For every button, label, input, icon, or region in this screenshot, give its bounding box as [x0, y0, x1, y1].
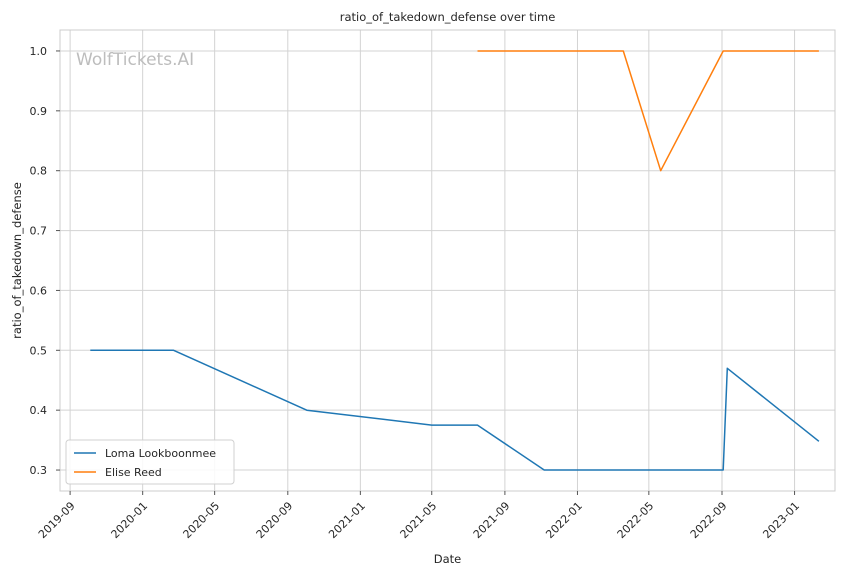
x-tick-label: 2020-01 — [109, 499, 151, 541]
x-tick-label: 2022-01 — [543, 499, 585, 541]
chart-title: ratio_of_takedown_defense over time — [340, 10, 556, 24]
y-axis-ticks: 0.3 0.4 0.5 0.6 0.7 0.8 0.9 1.0 — [30, 45, 60, 477]
plot-area — [59, 29, 836, 492]
y-tick-label: 0.8 — [30, 165, 48, 178]
series-lines — [90, 50, 820, 471]
legend: Loma Lookboonmee Elise Reed — [65, 439, 235, 485]
x-tick-label: 2020-09 — [254, 499, 296, 541]
x-tick-label: 2023-01 — [760, 499, 802, 541]
series-line — [477, 50, 819, 172]
y-tick-label: 0.9 — [30, 105, 48, 118]
watermark: WolfTickets.AI — [76, 50, 194, 70]
y-axis-label: ratio_of_takedown_defense — [10, 182, 24, 339]
y-tick-label: 1.0 — [30, 45, 48, 58]
x-axis-ticks: 2019-09 2020-01 2020-05 2020-09 2021-01 2021-… — [36, 491, 802, 541]
x-tick-label: 2021-09 — [471, 499, 513, 541]
legend-label: Loma Lookboonmee — [105, 447, 216, 460]
series-line — [90, 349, 820, 471]
x-axis-label: Date — [434, 552, 462, 566]
x-tick-label: 2022-05 — [615, 499, 657, 541]
legend-box — [65, 439, 235, 485]
y-tick-label: 0.7 — [30, 225, 48, 238]
x-tick-label: 2022-09 — [688, 499, 730, 541]
grid — [60, 30, 835, 491]
x-tick-label: 2020-05 — [181, 499, 223, 541]
y-tick-label: 0.3 — [30, 464, 48, 477]
x-tick-label: 2019-09 — [36, 499, 78, 541]
y-tick-label: 0.4 — [30, 404, 48, 417]
x-tick-label: 2021-01 — [326, 499, 368, 541]
y-tick-label: 0.5 — [30, 344, 48, 357]
x-tick-label: 2021-05 — [398, 499, 440, 541]
y-tick-label: 0.6 — [30, 284, 48, 297]
legend-label: Elise Reed — [105, 466, 162, 479]
